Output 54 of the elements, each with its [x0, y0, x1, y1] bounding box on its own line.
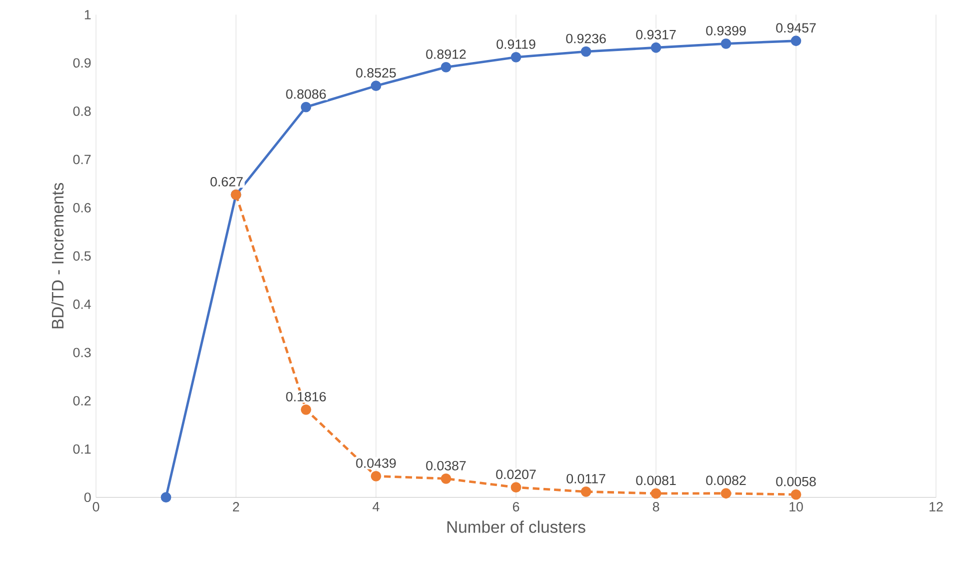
- point: [720, 488, 732, 499]
- data-label: 0.9119: [496, 39, 536, 49]
- data-label: 0.0058: [776, 476, 816, 486]
- point: [650, 488, 662, 499]
- data-label: 0.0387: [426, 460, 466, 470]
- data-label: 0.0207: [496, 470, 536, 480]
- point: [300, 404, 312, 415]
- data-label: 0.0081: [636, 476, 676, 486]
- data-label: 0.627: [210, 176, 243, 186]
- point: [650, 42, 662, 53]
- x-tick-label: 0: [92, 502, 100, 512]
- point: [510, 482, 522, 493]
- y-tick-label: 0.8: [73, 106, 91, 116]
- y-tick-label: 0.5: [73, 251, 91, 261]
- point: [300, 102, 312, 112]
- point: [370, 80, 382, 92]
- point: [370, 470, 382, 482]
- y-tick-label: 0.4: [73, 300, 91, 309]
- x-tick-label: 12: [930, 502, 943, 512]
- y-tick-label: 1: [84, 10, 91, 20]
- x-tick-label: 4: [372, 502, 380, 512]
- y-tick-label: 0.2: [73, 396, 91, 406]
- y-tick-label: 0.6: [73, 203, 91, 212]
- data-label: 0.9317: [636, 30, 676, 40]
- data-label: 0.9457: [776, 23, 816, 33]
- x-tick-label: 10: [790, 502, 803, 512]
- y-tick-label: 0.3: [73, 348, 91, 358]
- y-tick-label: 0: [84, 492, 91, 502]
- y-axis-title: BD/TD - Increments: [51, 182, 64, 328]
- x-tick-label: 8: [652, 502, 660, 512]
- point: [160, 492, 172, 503]
- point: [440, 62, 452, 72]
- point: [440, 473, 452, 484]
- data-label: 0.9399: [706, 26, 746, 36]
- data-label: 0.0082: [706, 476, 746, 486]
- point: [790, 489, 802, 500]
- y-tick-label: 0.1: [73, 444, 91, 454]
- y-tick-label: 0.9: [73, 58, 91, 68]
- data-label: 0.9236: [566, 34, 606, 44]
- data-label: 0.8912: [426, 49, 466, 59]
- point: [510, 52, 522, 62]
- x-tick-label: 6: [512, 502, 520, 512]
- data-label: 0.0117: [566, 474, 606, 484]
- y-tick-label: 0.7: [73, 154, 91, 164]
- point: [580, 486, 592, 497]
- data-label: 0.1816: [286, 392, 326, 402]
- point: [580, 46, 592, 57]
- point: [790, 36, 802, 46]
- x-axis-title: Number of clusters: [447, 520, 586, 533]
- point: [720, 38, 732, 49]
- data-label: 0.8525: [356, 68, 396, 78]
- data-label: 0.8086: [286, 89, 326, 99]
- x-tick-label: 2: [232, 502, 240, 512]
- data-label: 0.0439: [356, 458, 396, 468]
